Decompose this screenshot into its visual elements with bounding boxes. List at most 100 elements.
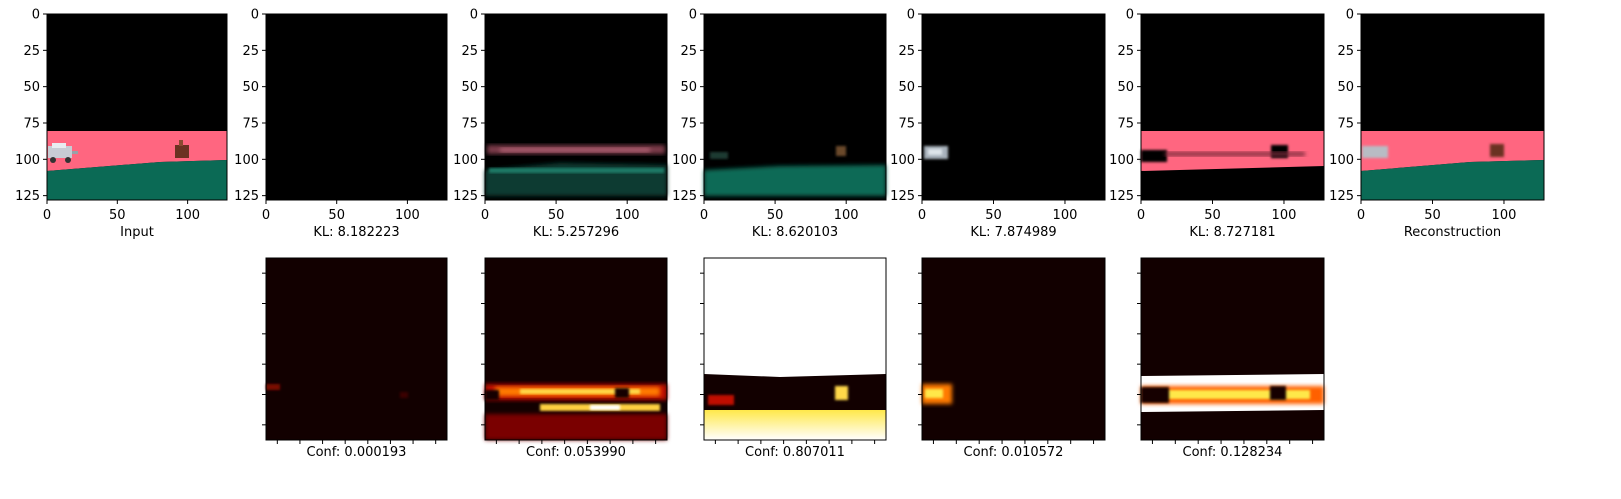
y-tick-label: 100: [1329, 153, 1354, 168]
y-tick-label: 50: [680, 80, 697, 95]
y-tick-label: 100: [1109, 153, 1134, 168]
heatmap-conf-2: [485, 258, 667, 440]
top-caption: Reconstruction: [1404, 225, 1501, 240]
y-tick-label: 0: [907, 8, 915, 23]
heatmap-conf-5: [1141, 258, 1324, 440]
top-caption: KL: 8.727181: [1189, 225, 1275, 240]
panel-frame: [921, 13, 1106, 201]
x-tick-label: 0: [918, 208, 926, 223]
y-tick-label: 0: [1126, 8, 1134, 23]
y-tick-label: 100: [890, 153, 915, 168]
y-tick-label: 75: [1337, 116, 1354, 131]
bottom-caption: Conf: 0.053990: [526, 445, 626, 460]
x-tick-label: 50: [767, 208, 784, 223]
bottom-caption: Conf: 0.000193: [307, 445, 407, 460]
heatmap-conf-4: [922, 258, 1105, 440]
top-caption: Input: [120, 225, 154, 240]
top-panel-axes: 0 50 100 0 25 50 75 100 125 KL: 8.620103: [672, 8, 887, 240]
y-tick-label: 75: [461, 116, 478, 131]
x-tick-label: 0: [1137, 208, 1145, 223]
x-tick-label: 100: [834, 208, 859, 223]
y-tick-label: 125: [672, 189, 697, 204]
y-tick-label: 50: [242, 80, 259, 95]
x-tick-label: 50: [548, 208, 565, 223]
bottom-caption: Conf: 0.128234: [1183, 445, 1283, 460]
y-tick-label: 125: [15, 189, 40, 204]
bottom-caption: Conf: 0.807011: [745, 445, 845, 460]
x-tick-label: 0: [262, 208, 270, 223]
image-input: [47, 14, 227, 200]
panel-frame: [1360, 13, 1545, 201]
top-caption: KL: 8.620103: [752, 225, 838, 240]
panel-frame: [484, 13, 668, 201]
x-tick-label: 100: [1272, 208, 1297, 223]
x-tick-label: 100: [395, 208, 420, 223]
y-tick-label: 100: [234, 153, 259, 168]
bottom-caption: Conf: 0.010572: [964, 445, 1064, 460]
y-tick-label: 50: [1117, 80, 1134, 95]
x-tick-label: 100: [1053, 208, 1078, 223]
y-tick-label: 75: [680, 116, 697, 131]
y-tick-label: 0: [1346, 8, 1354, 23]
panel-frame: [703, 13, 887, 201]
heatmap-conf-1: [266, 258, 447, 440]
panel-frame: [484, 257, 668, 441]
x-tick-label: 50: [985, 208, 1002, 223]
panel-frame: [703, 257, 887, 441]
y-tick-label: 0: [32, 8, 40, 23]
panel-frame: [265, 257, 448, 441]
y-tick-label: 50: [898, 80, 915, 95]
y-tick-label: 125: [1109, 189, 1134, 204]
top-panel-axes: 0 50 100 0 25 50 75 100 125 KL: 5.257296: [453, 8, 668, 240]
x-tick-label: 50: [1424, 208, 1441, 223]
bottom-panel-axes: Conf: 0.010572: [918, 257, 1106, 460]
top-panel-axes: 0 50 100 0 25 50 75 100 125 KL: 7.874989: [890, 8, 1106, 240]
y-tick-label: 75: [1117, 116, 1134, 131]
y-tick-label: 25: [23, 44, 40, 59]
y-tick-label: 100: [15, 153, 40, 168]
y-tick-label: 75: [242, 116, 259, 131]
y-tick-label: 25: [680, 44, 697, 59]
panel-frame: [46, 13, 228, 201]
y-tick-label: 0: [251, 8, 259, 23]
y-tick-label: 50: [23, 80, 40, 95]
x-tick-label: 0: [43, 208, 51, 223]
image-kl-2: [485, 14, 667, 200]
y-tick-label: 25: [1337, 44, 1354, 59]
x-tick-label: 100: [175, 208, 200, 223]
top-panel-axes: 0 50 100 0 25 50 75 100 125 Reconstruction: [1329, 8, 1545, 240]
heatmap-conf-3: [704, 258, 886, 440]
x-tick-label: 50: [328, 208, 345, 223]
y-tick-label: 50: [461, 80, 478, 95]
x-tick-label: 50: [109, 208, 126, 223]
y-tick-label: 0: [470, 8, 478, 23]
top-panel-axes: 0 50 100 0 25 50 75 100 125 KL: 8.727181: [1109, 8, 1325, 240]
y-tick-label: 25: [242, 44, 259, 59]
y-tick-label: 100: [672, 153, 697, 168]
car: [48, 143, 78, 163]
bottom-panel-axes: Conf: 0.128234: [1137, 257, 1325, 460]
y-tick-label: 125: [234, 189, 259, 204]
y-tick-label: 25: [461, 44, 478, 59]
y-tick-label: 50: [1337, 80, 1354, 95]
image-kl-5: [1141, 14, 1324, 200]
y-tick-label: 75: [898, 116, 915, 131]
bottom-panel-axes: Conf: 0.807011: [700, 257, 887, 460]
obstacle: [175, 145, 189, 158]
panel-frame: [921, 257, 1106, 441]
y-tick-label: 0: [689, 8, 697, 23]
x-tick-label: 0: [1357, 208, 1365, 223]
top-panel-axes: 0 50 100 0 25 50 75 100 125 Input: [15, 8, 228, 240]
top-caption: KL: 5.257296: [533, 225, 619, 240]
image-reconstruction: [1361, 14, 1544, 200]
x-tick-label: 50: [1204, 208, 1221, 223]
y-tick-label: 125: [1329, 189, 1354, 204]
top-panel-axes: 0 50 100 0 25 50 75 100 125 KL: 8.182223: [234, 8, 448, 240]
y-tick-label: 100: [453, 153, 478, 168]
y-tick-label: 125: [890, 189, 915, 204]
y-tick-label: 125: [453, 189, 478, 204]
panel-frame: [265, 13, 448, 201]
x-tick-label: 100: [615, 208, 640, 223]
y-tick-label: 75: [23, 116, 40, 131]
